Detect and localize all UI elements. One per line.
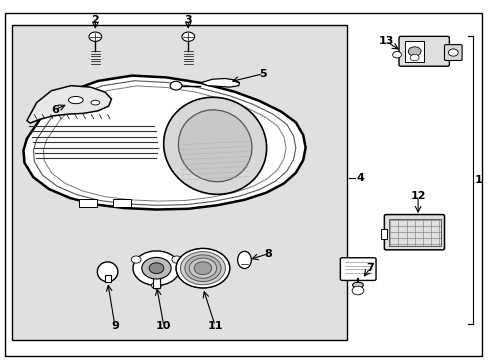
Bar (79, 199, 97, 207)
Text: 3: 3 (184, 15, 192, 25)
Bar (381, 229, 386, 239)
Ellipse shape (68, 96, 83, 104)
Circle shape (189, 258, 216, 278)
Circle shape (142, 257, 171, 279)
Text: 5: 5 (259, 69, 266, 79)
Bar (152, 277, 160, 288)
Circle shape (407, 47, 420, 56)
Ellipse shape (237, 251, 251, 269)
Bar (404, 41, 424, 62)
Text: 9: 9 (111, 321, 119, 331)
Text: 11: 11 (207, 321, 223, 331)
Text: 10: 10 (156, 321, 171, 331)
Ellipse shape (91, 100, 100, 105)
Circle shape (176, 248, 229, 288)
Text: 2: 2 (91, 15, 99, 25)
Polygon shape (200, 78, 239, 87)
Text: 12: 12 (409, 191, 425, 201)
Circle shape (149, 263, 163, 274)
Ellipse shape (163, 97, 266, 194)
Bar (113, 199, 131, 207)
Text: 7: 7 (366, 263, 373, 273)
Ellipse shape (178, 110, 251, 182)
Bar (104, 275, 110, 282)
Ellipse shape (97, 262, 118, 282)
Text: 1: 1 (473, 175, 481, 185)
Circle shape (194, 262, 211, 275)
Bar (12, 25, 346, 340)
Circle shape (409, 54, 418, 61)
Circle shape (392, 51, 401, 58)
Circle shape (180, 252, 225, 285)
FancyBboxPatch shape (340, 258, 375, 280)
Polygon shape (23, 76, 305, 210)
Text: 8: 8 (264, 249, 271, 259)
Circle shape (170, 81, 182, 90)
Circle shape (182, 32, 194, 41)
Ellipse shape (352, 282, 363, 288)
FancyBboxPatch shape (384, 215, 444, 250)
Text: 6: 6 (51, 105, 59, 115)
FancyBboxPatch shape (398, 36, 448, 66)
Polygon shape (27, 86, 111, 123)
Circle shape (184, 255, 221, 282)
Circle shape (131, 256, 141, 263)
Circle shape (89, 32, 102, 41)
Circle shape (133, 251, 180, 285)
Circle shape (447, 49, 457, 56)
Text: 13: 13 (378, 36, 393, 46)
FancyBboxPatch shape (444, 45, 461, 60)
Text: 4: 4 (356, 173, 364, 183)
Circle shape (151, 282, 161, 289)
Circle shape (172, 256, 182, 263)
Circle shape (351, 286, 363, 295)
Bar (388, 219, 440, 246)
